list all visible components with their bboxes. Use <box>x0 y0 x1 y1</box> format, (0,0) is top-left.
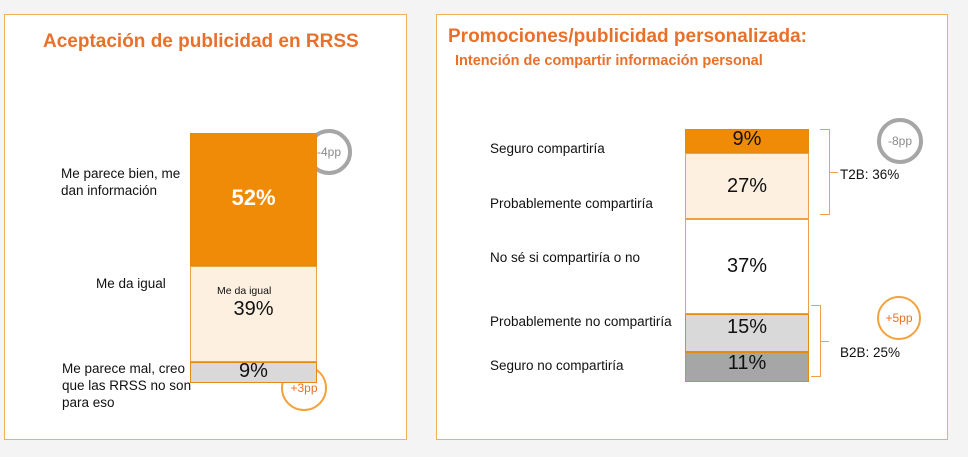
category-label-probable-no: Probablemente no compartiría <box>490 314 672 329</box>
category-label-bien: Me parece bien, me dan información <box>61 166 181 198</box>
personalization-panel: Promociones/publicidad personalizada: In… <box>436 14 948 440</box>
bar-value-label-3: 9% <box>239 360 268 382</box>
category-label-seguro-no: Seguro no compartiría <box>490 358 624 373</box>
personalization-subtitle: Intención de compartir información perso… <box>455 53 763 69</box>
category-label-mal: Me parece mal, creo que las RRSS no son … <box>62 361 192 410</box>
acceptance-title: Aceptación de publicidad en RRSS <box>43 31 359 52</box>
category-label-igual: Me da igual <box>96 276 166 291</box>
bar-value-label-2: 27% <box>726 175 768 197</box>
bar-value-label-4: 15% <box>726 316 768 338</box>
b2b-change-badge: +5pp <box>877 296 921 340</box>
category-label-probable-si: Probablemente compartiría <box>490 196 653 211</box>
t2b-brace <box>820 129 830 215</box>
bar-segment-1 <box>190 133 317 266</box>
bar-segment-3 <box>190 362 317 383</box>
bar-value-label-5: 11% <box>727 352 767 374</box>
acceptance-panel: Aceptación de publicidad en RRSS Me pare… <box>4 14 407 440</box>
bar-value-label-1: 9% <box>732 128 762 150</box>
personalization-title: Promociones/publicidad personalizada: <box>448 26 807 47</box>
b2b-brace-tip <box>821 341 829 342</box>
b2b-label: B2B: 25% <box>840 345 901 360</box>
bar-segment-3 <box>685 219 809 314</box>
bar-segment-5 <box>685 352 809 382</box>
b2b-brace <box>811 305 821 377</box>
t2b-change-badge: -8pp <box>877 118 923 164</box>
bar-segment-1 <box>685 129 809 153</box>
bar-segment-2 <box>190 266 317 362</box>
inner-label-igual: Me da igual <box>217 285 272 297</box>
bar-segment-2 <box>685 153 809 219</box>
category-label-seguro-si: Seguro compartiría <box>490 141 605 156</box>
bar-value-label-3: 37% <box>726 255 768 277</box>
bar-segment-4 <box>685 314 809 352</box>
bar-value-label-1: 52% <box>231 185 276 210</box>
category-label-no-se: No sé si compartiría o no <box>490 250 641 265</box>
bar-value-label-2: 39% <box>233 298 274 320</box>
t2b-label: T2B: 36% <box>840 167 900 182</box>
t2b-brace-tip <box>830 172 838 173</box>
